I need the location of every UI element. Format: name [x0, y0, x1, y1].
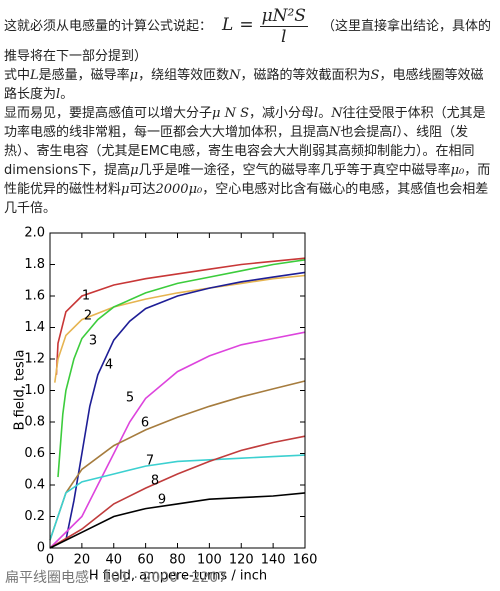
math-symbol: l	[56, 87, 61, 102]
y-tick-label: 0.2	[24, 509, 45, 524]
text: ，电感线圈等效磁路长度为	[4, 68, 484, 102]
x-tick-label: 120	[229, 553, 254, 568]
plot-frame	[49, 232, 306, 549]
math-symbol: N	[329, 125, 341, 140]
math-symbol: N	[331, 106, 343, 121]
math-symbol: 2000μ₀	[155, 182, 203, 197]
math-symbol: μ N S	[212, 106, 250, 121]
intro-text: 这就必须从电感量的计算公式说起：	[4, 19, 213, 34]
math-symbol: μ	[121, 182, 130, 197]
curve	[55, 257, 306, 375]
y-tick-label: 1.8	[24, 257, 45, 272]
formula-numerator: μN²S	[259, 6, 308, 27]
curve	[54, 274, 306, 383]
text: ，绕组等效匝数	[138, 68, 230, 83]
math-symbol: μ₀	[450, 163, 465, 178]
curve-label: 7	[146, 454, 154, 469]
text: 也会提高	[340, 125, 393, 140]
math-symbol: S	[370, 68, 380, 83]
caption: 扁平线圈电感 · 101 · 2000 · 2207	[5, 569, 227, 586]
math-symbol: μ	[130, 163, 139, 178]
x-tick-label: 40	[105, 553, 122, 568]
x-tick-label: 140	[261, 553, 286, 568]
y-tick-label: 1.0	[24, 383, 45, 398]
formula-lhs: L	[222, 15, 234, 35]
intro: 这就必须从电感量的计算公式说起： L = μN²S l （这里直接拿出结论，具体的推导将在…	[4, 6, 496, 66]
y-tick-label: 0	[37, 541, 45, 556]
x-tick-label: 100	[197, 553, 222, 568]
document: 这就必须从电感量的计算公式说起： L = μN²S l （这里直接拿出结论，具体的推导将在…	[4, 6, 496, 218]
formula-fraction: μN²S l	[259, 6, 308, 47]
text: ）、线阻（发热）、寄生电容（尤其是EMC电感，寄生电容会大大削弱其高频抑制能力）…	[4, 125, 475, 178]
curve-label: 1	[82, 289, 90, 304]
math-symbol: L	[30, 68, 39, 83]
paragraph: 式中L是感量，磁导率μ，绕组等效匝数N，磁路的等效截面积为S，电感线圈等效磁路长…	[4, 66, 496, 104]
y-tick-label: 0.6	[24, 446, 45, 461]
paragraph: 显而易见，要提高感值可以增大分子μ N S，减小分母l。N往往受限于体积（尤其是…	[4, 104, 496, 218]
y-tick-label: 1.6	[24, 289, 45, 304]
text: 是感量，磁导率	[38, 68, 130, 83]
y-tick-label: 1.4	[24, 320, 45, 335]
x-tick-label: 0	[46, 553, 54, 568]
x-tick-label: 160	[293, 553, 318, 568]
curve-label: 8	[151, 474, 159, 489]
formula-equals: =	[239, 15, 254, 35]
curve-label: 2	[84, 309, 92, 324]
math-symbol: l	[392, 125, 397, 140]
text: 几乎是唯一途径，空气的磁导率几乎等于真空中磁导率	[138, 163, 451, 178]
math-symbol: μ	[129, 68, 139, 83]
curve-label: 4	[105, 358, 113, 373]
curve	[57, 259, 306, 478]
y-tick-label: 0.4	[24, 478, 45, 493]
curve-label: 6	[141, 416, 149, 431]
text: ，空心电感对比含有磁心的电感，其感值也会相差几千倍。	[4, 182, 489, 216]
text: 。	[60, 87, 74, 102]
x-tick-label: 20	[74, 553, 91, 568]
curve	[49, 331, 306, 549]
curve	[65, 271, 306, 541]
y-tick-label: 1.2	[24, 352, 45, 367]
text: 可达	[129, 182, 156, 197]
x-tick-label: 80	[169, 553, 186, 568]
math-symbol: N	[229, 68, 241, 83]
text: 式中	[4, 68, 31, 83]
y-tick-label: 2.0	[24, 226, 45, 241]
text: 往往受限于体积（尤其是功率电感的线非常粗，每一匝都会大大增加体积，且提高	[4, 106, 486, 140]
x-tick-label: 60	[137, 553, 154, 568]
curve-label: 3	[89, 334, 97, 349]
curve	[49, 454, 306, 541]
curve-label: 9	[158, 493, 166, 508]
text: ，而性能优异的磁性材料	[4, 163, 491, 197]
curve-label: 5	[126, 391, 134, 406]
y-axis-label: B field, tesla	[13, 350, 28, 431]
curve	[49, 435, 306, 549]
curve	[49, 380, 306, 541]
x-axis-label: H field, ampere-turns / inch	[89, 569, 267, 584]
intro-note: （这里直接拿出结论，具体的推导将在下一部分提到）	[4, 19, 491, 64]
curve	[49, 492, 306, 549]
text: 显而易见，要提高感值可以增大分子	[4, 106, 213, 121]
formula-denominator: l	[281, 27, 287, 47]
text: ，减小分母	[249, 106, 315, 121]
y-tick-label: 0.8	[24, 415, 45, 430]
text: 。	[318, 106, 332, 121]
text: ，磁路的等效截面积为	[240, 68, 371, 83]
math-symbol: l	[314, 106, 319, 121]
